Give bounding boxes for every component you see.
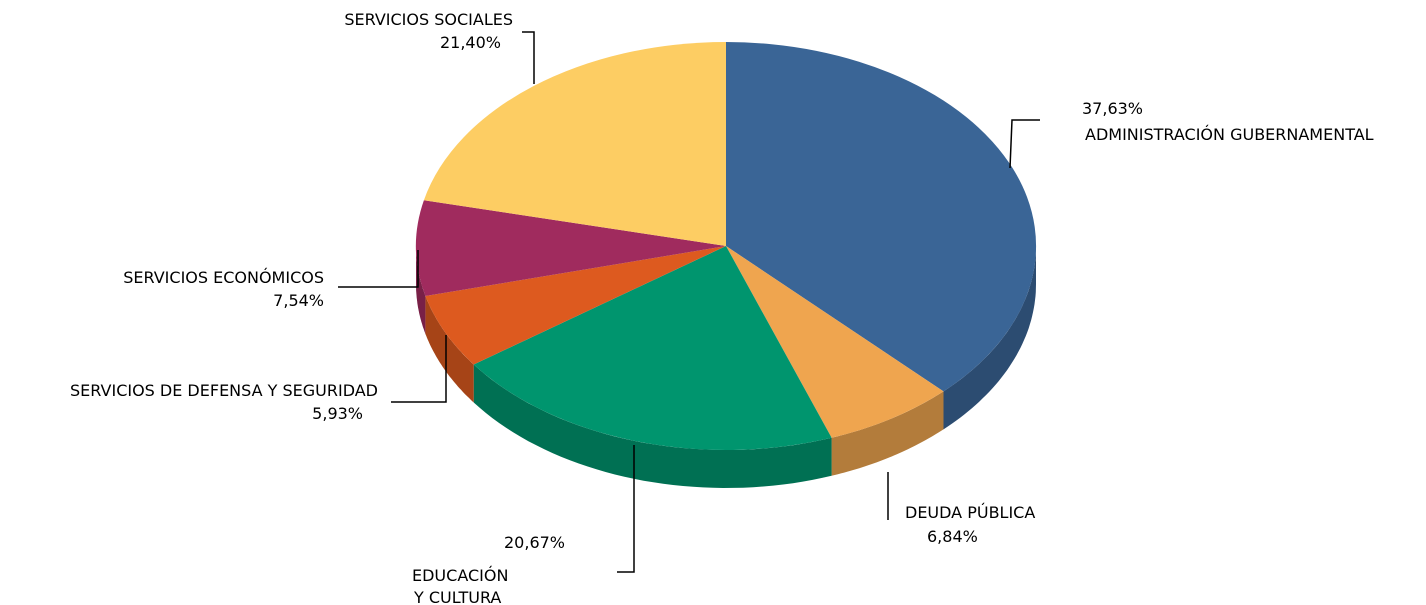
pie-slice-administracion-gubernamental	[726, 41, 1037, 392]
leader-line-defensa	[391, 335, 447, 403]
leader-lines	[338, 31, 1040, 573]
pie-sides	[416, 246, 1036, 488]
pct-label-educacion: 20,67%	[504, 533, 565, 552]
name-label-educacion-line1: EDUCACIÓN	[412, 566, 508, 585]
pct-label-defensa: 5,93%	[312, 404, 363, 423]
pie-side-deuda-publica	[831, 391, 944, 476]
name-label-administracion: ADMINISTRACIÓN GUBERNAMENTAL	[1085, 125, 1374, 144]
pie-slice-deuda-publica	[726, 246, 944, 438]
slice-labels: 37,63% ADMINISTRACIÓN GUBERNAMENTAL DEUD…	[70, 10, 1374, 605]
pct-label-deuda: 6,84%	[927, 527, 978, 546]
leader-line-sociales	[522, 31, 535, 84]
pie-slices	[415, 41, 1037, 450]
name-label-economicos: SERVICIOS ECONÓMICOS	[123, 268, 324, 287]
pie-slice-educacion-y-cultura	[473, 246, 832, 450]
pie-side-educacion-y-cultura	[473, 364, 832, 488]
pie-side-servicios-de-defensa-y-seguridad	[425, 296, 474, 403]
pct-label-economicos: 7,54%	[273, 291, 324, 310]
leader-line-administracion	[1009, 119, 1040, 169]
pie-side-servicios-economicos	[416, 246, 426, 334]
name-label-deuda: DEUDA PÚBLICA	[905, 503, 1035, 522]
name-label-educacion-line2: Y CULTURA	[413, 588, 501, 605]
leader-line-economicos	[338, 250, 419, 288]
pie-slice-servicios-de-defensa-y-seguridad	[425, 246, 726, 365]
name-label-defensa: SERVICIOS DE DEFENSA Y SEGURIDAD	[70, 381, 378, 400]
pct-label-administracion: 37,63%	[1082, 99, 1143, 118]
pct-label-sociales: 21,40%	[440, 33, 501, 52]
pie-slice-servicios-economicos	[415, 200, 726, 296]
name-label-sociales: SERVICIOS SOCIALES	[344, 10, 513, 29]
pie-side-administracion-gubernamental	[943, 246, 1036, 430]
leader-line-educacion	[617, 445, 635, 573]
pie-slice-servicios-sociales	[423, 41, 726, 247]
